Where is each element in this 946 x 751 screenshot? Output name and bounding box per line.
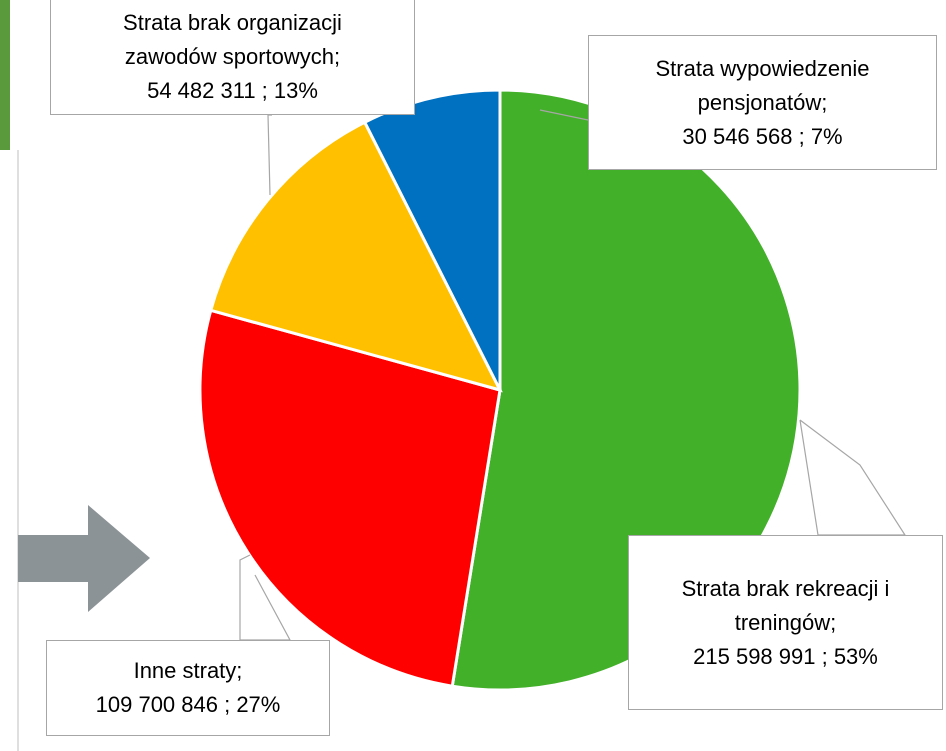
pie-slice xyxy=(362,88,502,391)
value-label: 30 546 568 ; 7% xyxy=(682,123,843,149)
category-label: Strata wypowiedzenie pensjonatów; xyxy=(655,55,870,115)
category-label: Inne straty; xyxy=(133,658,243,683)
value-label: 215 598 991 ; 53% xyxy=(693,643,878,669)
arrow xyxy=(18,505,150,612)
value-label: 109 700 846 ; 27% xyxy=(95,692,281,717)
data-label: Strata brak rekreacji i treningów; 215 5… xyxy=(628,535,943,710)
data-label: Strata wypowiedzenie pensjonatów; 30 546… xyxy=(588,35,937,170)
value-label: 54 482 311 ; 13% xyxy=(147,77,318,103)
pie-slice xyxy=(198,308,502,688)
category-label: Strata brak rekreacji i treningów; xyxy=(681,575,890,635)
category-label: Strata brak organizacji zawodów sportowy… xyxy=(123,9,342,69)
side-strip xyxy=(0,0,10,150)
data-label: Inne straty; 109 700 846 ; 27% xyxy=(46,640,330,736)
data-label: Strata brak organizacji zawodów sportowy… xyxy=(50,0,415,115)
pie-slice xyxy=(208,120,503,393)
